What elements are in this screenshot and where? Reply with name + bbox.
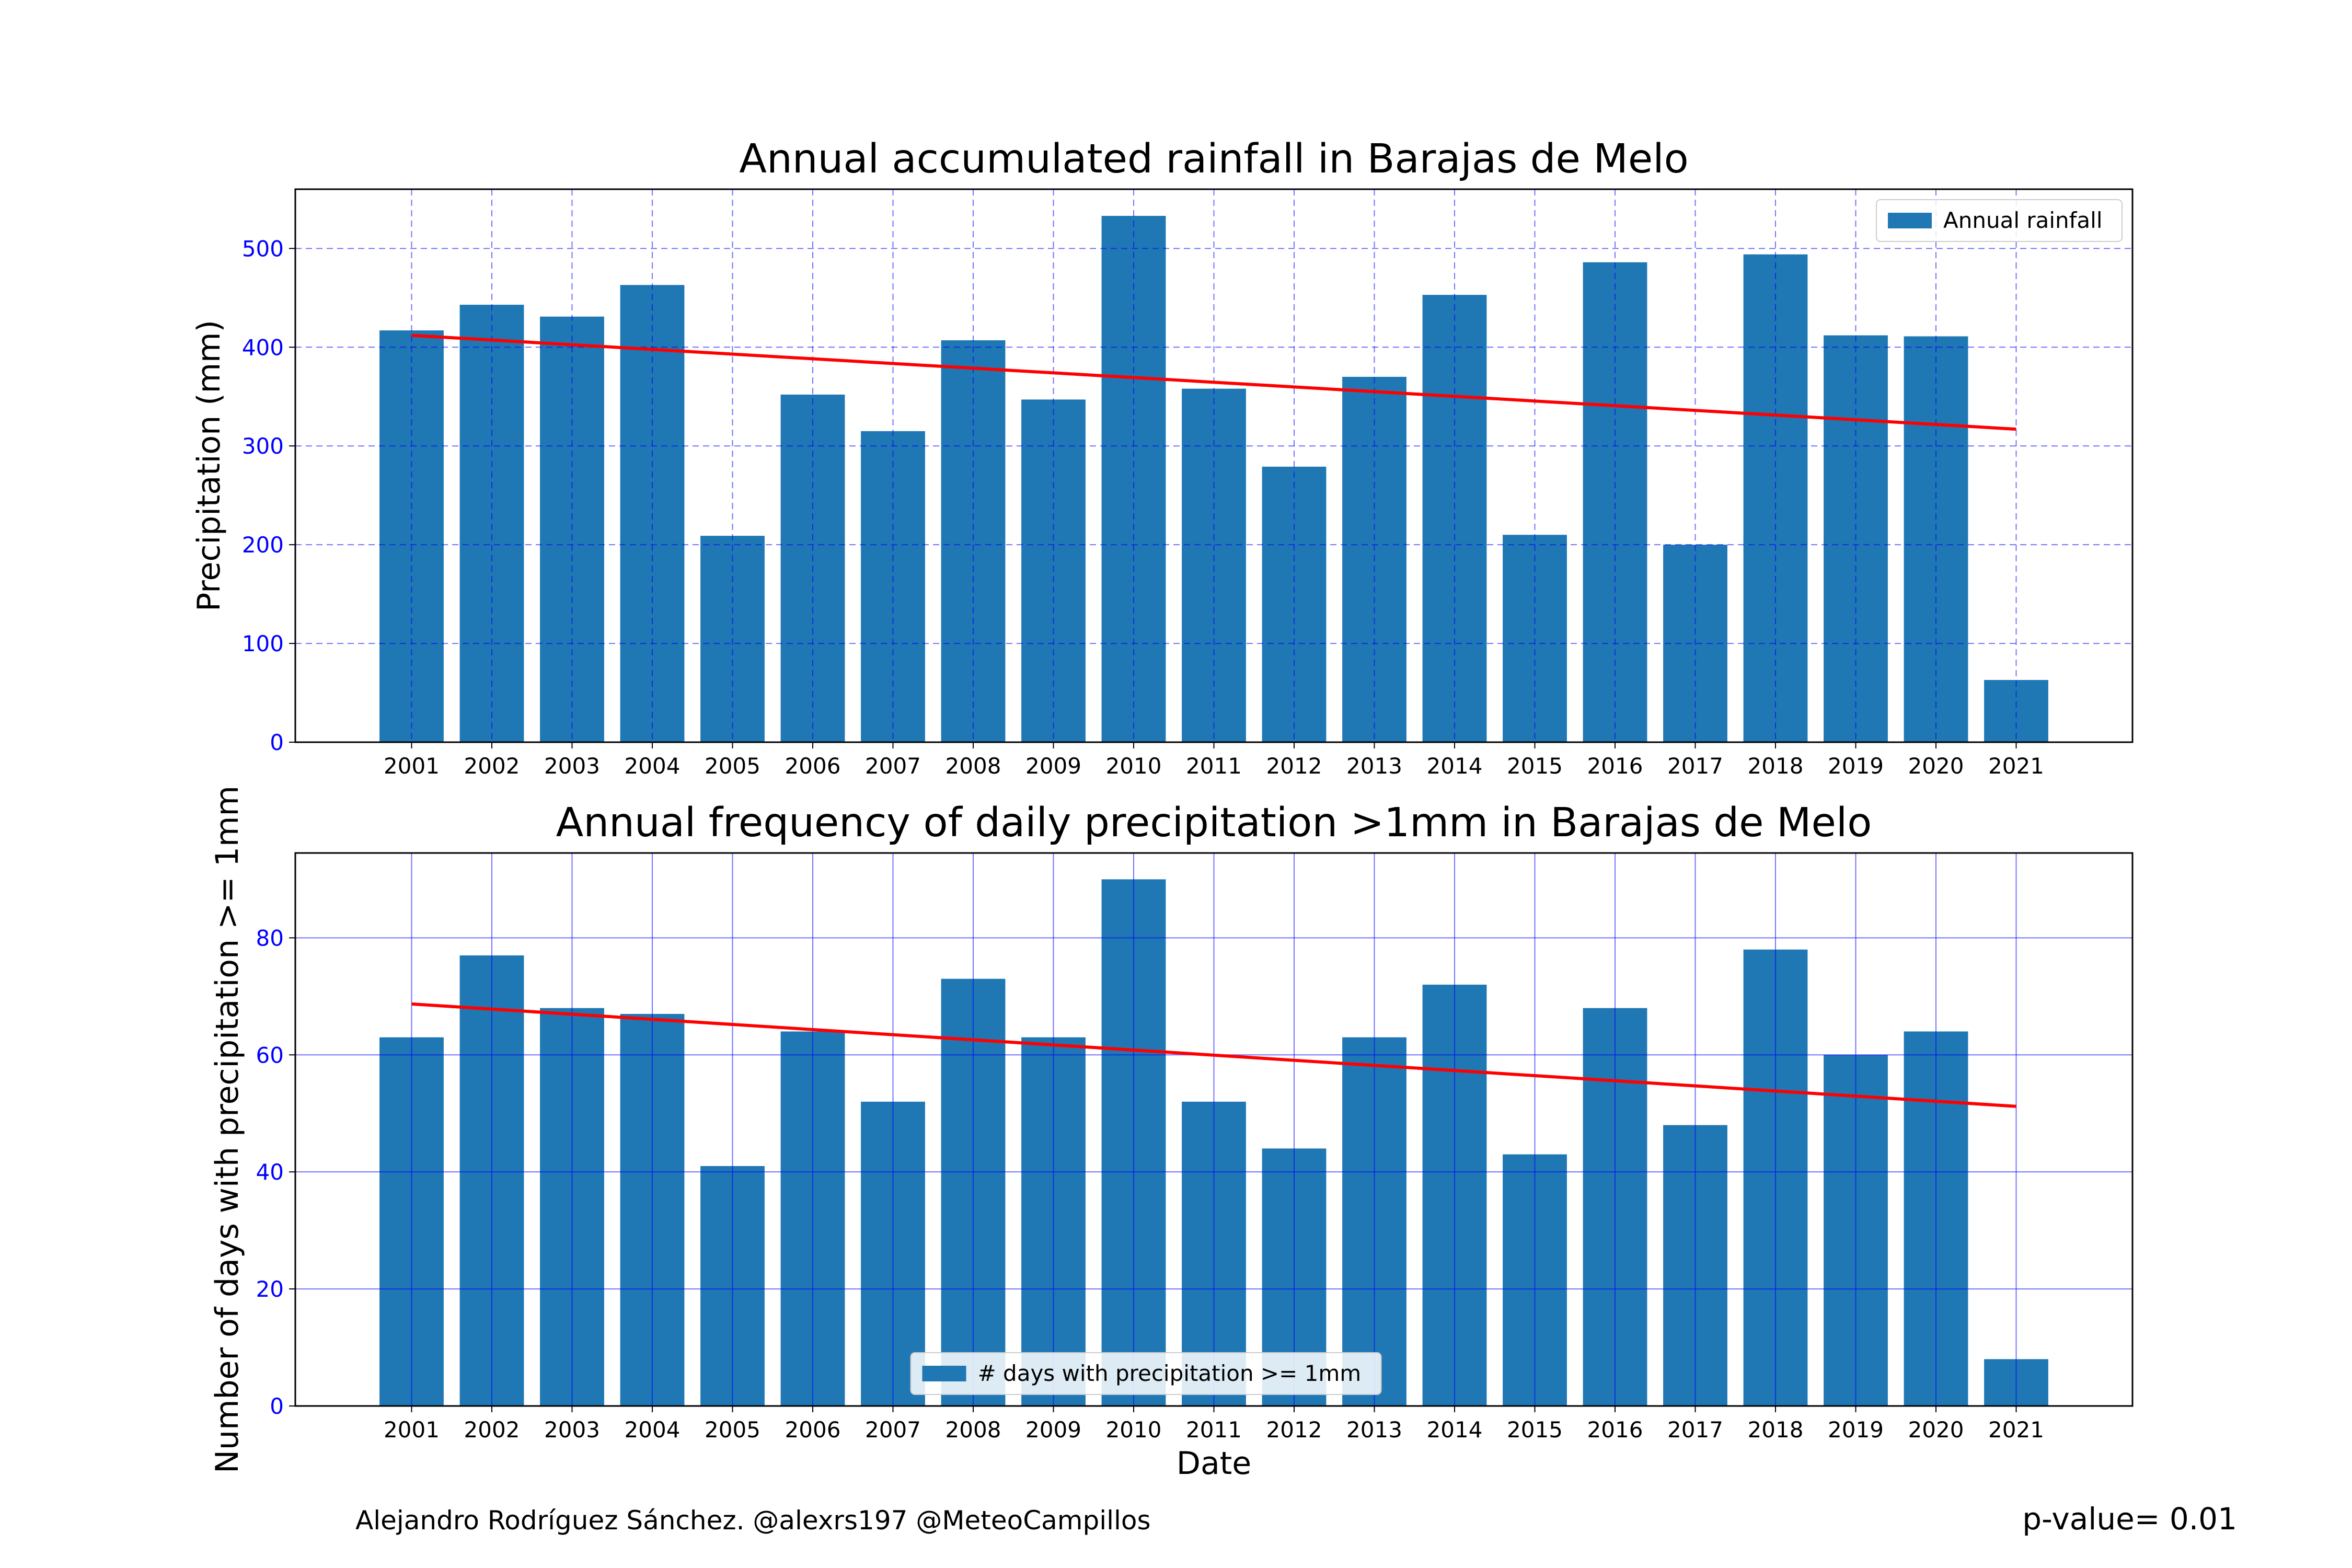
x-tick-label: 2021: [1988, 753, 2044, 779]
x-tick-label: 2005: [705, 1417, 760, 1443]
x-tick-label: 2009: [1025, 1417, 1081, 1443]
x-tick-label: 2008: [946, 753, 1001, 779]
x-tick-label: 2020: [1908, 1417, 1964, 1443]
axes-frame: [294, 188, 2134, 743]
x-tick-label: 2006: [785, 1417, 841, 1443]
x-tick-label: 2004: [625, 753, 681, 779]
x-tick-label: 2020: [1908, 753, 1964, 779]
x-tick-label: 2012: [1266, 753, 1322, 779]
x-tick-label: 2011: [1186, 753, 1242, 779]
credit-text: Alejandro Rodríguez Sánchez. @alexrs197 …: [355, 1505, 1151, 1536]
x-tick-label: 2014: [1427, 1417, 1483, 1443]
x-tick-label: 2012: [1266, 1417, 1322, 1443]
x-tick-label: 2009: [1025, 753, 1081, 779]
x-tick-label: 2021: [1988, 1417, 2044, 1443]
y-tick-label: 500: [242, 236, 284, 261]
x-tick-label: 2005: [705, 753, 760, 779]
y-tick-label: 80: [256, 925, 284, 951]
x-axis-label: Date: [1177, 1445, 1251, 1482]
x-tick-label: 2018: [1748, 1417, 1804, 1443]
x-tick-label: 2013: [1346, 753, 1402, 779]
x-tick-label: 2016: [1587, 1417, 1643, 1443]
x-tick-label: 2015: [1507, 1417, 1563, 1443]
x-tick-label: 2007: [865, 753, 921, 779]
legend-box: [910, 1352, 1382, 1395]
x-tick-label: 2013: [1346, 1417, 1402, 1443]
x-tick-label: 2006: [785, 753, 841, 779]
x-tick-label: 2008: [946, 1417, 1001, 1443]
bar-2021: [1984, 679, 2048, 742]
x-tick-label: 2015: [1507, 753, 1563, 779]
y-axis-label: Precipitation (mm): [191, 320, 227, 612]
x-tick-label: 2002: [464, 753, 520, 779]
legend: # days with precipitation >= 1mm: [910, 1352, 1382, 1395]
y-tick-label: 40: [256, 1159, 284, 1185]
chart-title: Annual accumulated rainfall in Barajas d…: [739, 136, 1688, 182]
legend-swatch: [1888, 213, 1932, 228]
p-value-text: p-value= 0.01: [2022, 1501, 2237, 1537]
x-tick-label: 2010: [1106, 1417, 1162, 1443]
y-tick-label: 20: [256, 1276, 284, 1302]
y-tick-label: 400: [242, 335, 284, 360]
x-tick-label: 2003: [544, 1417, 600, 1443]
legend-box: [1876, 199, 2123, 242]
legend: Annual rainfall: [1876, 199, 2123, 242]
x-tick-label: 2014: [1427, 753, 1483, 779]
x-tick-label: 2004: [625, 1417, 681, 1443]
x-tick-label: 2011: [1186, 1417, 1242, 1443]
x-tick-label: 2017: [1667, 1417, 1723, 1443]
x-tick-label: 2001: [384, 753, 440, 779]
x-tick-label: 2016: [1587, 753, 1643, 779]
legend-label: Annual rainfall: [1943, 207, 2103, 233]
legend-label: # days with precipitation >= 1mm: [978, 1361, 1362, 1386]
chart-panel-2: 0 20 40 60 80 2001 2002 2003 2004 2005 2006 2007 200…: [209, 786, 2134, 1482]
chart-panel-1: 0 100 200 300 400 500 2001 2002 2003 2004 2005 2006…: [191, 136, 2134, 779]
x-tick-label: 2017: [1667, 753, 1723, 779]
x-tick-label: 2007: [865, 1417, 921, 1443]
y-tick-label: 0: [270, 730, 284, 755]
x-tick-label: 2002: [464, 1417, 520, 1443]
x-tick-label: 2010: [1106, 753, 1162, 779]
legend-swatch: [922, 1366, 966, 1381]
chart-title: Annual frequency of daily precipitation …: [556, 800, 1872, 846]
x-tick-label: 2003: [544, 753, 600, 779]
y-tick-label: 200: [242, 532, 284, 558]
x-tick-label: 2019: [1828, 753, 1884, 779]
axes-frame: [294, 852, 2134, 1407]
x-tick-label: 2019: [1828, 1417, 1884, 1443]
y-tick-label: 60: [256, 1042, 284, 1068]
y-tick-label: 100: [242, 631, 284, 656]
trend-line: [411, 333, 2016, 431]
x-tick-label: 2001: [384, 1417, 440, 1443]
y-tick-label: 0: [270, 1393, 284, 1419]
trend-line: [411, 1002, 2016, 1108]
x-tick-label: 2018: [1748, 753, 1804, 779]
y-axis-label: Number of days with precipitation >= 1mm: [209, 786, 246, 1473]
y-tick-label: 300: [242, 433, 284, 459]
